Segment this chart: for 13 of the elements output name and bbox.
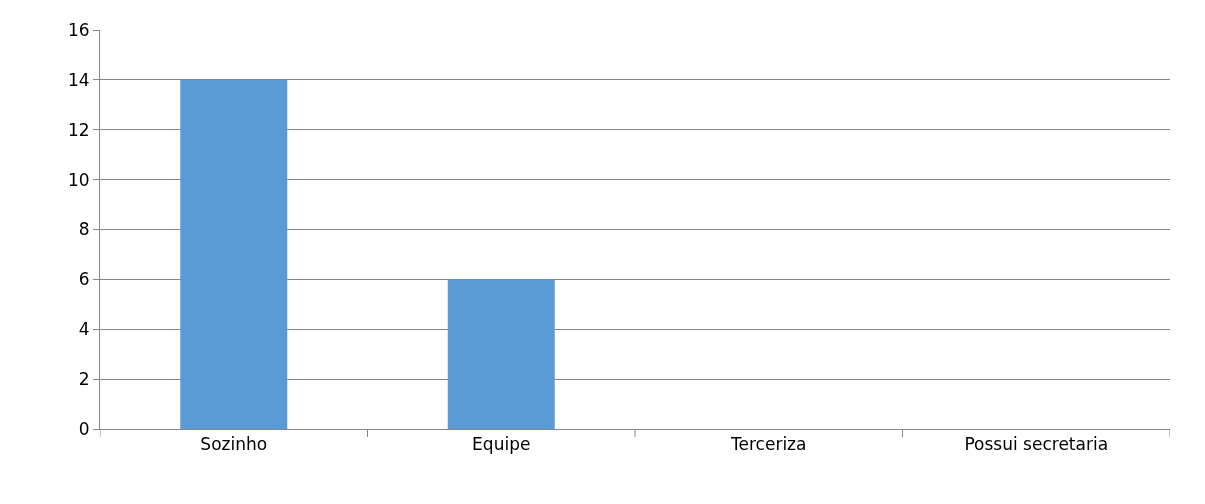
y-tick-label: 16 <box>67 19 90 40</box>
x-tick-label: Terceriza <box>730 434 807 455</box>
x-tick-label: Equipe <box>472 434 531 455</box>
y-tick-label: 10 <box>67 169 90 190</box>
y-tick-label: 8 <box>78 219 90 240</box>
x-tick-label: Sozinho <box>200 434 268 455</box>
y-tick-label: 0 <box>78 418 90 439</box>
y-tick-label: 12 <box>67 119 90 140</box>
y-tick-label: 14 <box>67 69 90 90</box>
y-tick-label: 6 <box>78 269 90 290</box>
x-tick-label: Possui secretaria <box>964 434 1109 455</box>
y-tick-label: 4 <box>78 319 90 340</box>
y-tick-label: 2 <box>78 369 90 390</box>
